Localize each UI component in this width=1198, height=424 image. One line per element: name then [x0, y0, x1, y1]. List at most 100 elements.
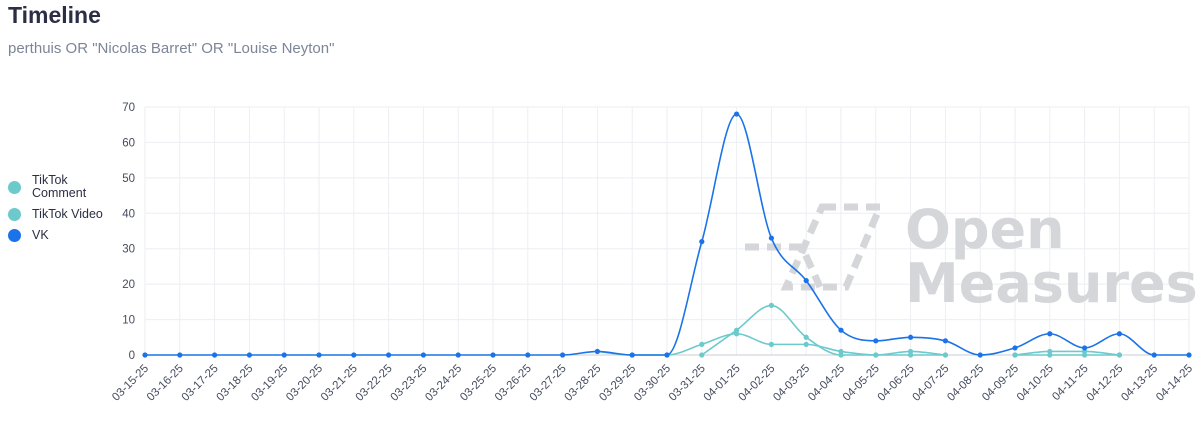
data-point-tiktok-comment[interactable] [699, 341, 705, 347]
data-point-vk[interactable] [1082, 345, 1088, 351]
legend-item-vk[interactable]: VK [8, 229, 120, 242]
data-point-tiktok-video[interactable] [1082, 352, 1088, 358]
x-tick-label: 04-03-25 [771, 363, 812, 404]
data-point-vk[interactable] [734, 111, 740, 117]
x-tick-label: 04-02-25 [736, 363, 777, 404]
y-tick-label: 0 [129, 350, 135, 362]
x-tick-label: 04-06-25 [876, 363, 917, 404]
data-point-tiktok-video[interactable] [873, 352, 879, 358]
x-tick-label: 04-14-25 [1154, 363, 1195, 404]
x-tick-label: 03-18-25 [214, 363, 255, 404]
x-tick-label: 03-20-25 [284, 363, 325, 404]
data-point-vk[interactable] [420, 352, 426, 358]
x-tick-label: 03-19-25 [249, 363, 290, 404]
data-point-vk[interactable] [942, 338, 949, 344]
legend-label: TikTok Video [32, 207, 103, 221]
legend-dot-icon [8, 180, 21, 194]
y-tick-label: 10 [122, 315, 135, 327]
data-point-vk[interactable] [490, 352, 496, 358]
x-tick-label: 03-15-25 [110, 363, 151, 404]
data-point-tiktok-video[interactable] [768, 302, 775, 308]
legend-dot-icon [8, 229, 21, 242]
x-tick-label: 04-05-25 [841, 363, 882, 404]
data-point-vk[interactable] [594, 348, 601, 355]
x-tick-label: 03-31-25 [667, 363, 708, 404]
data-point-vk[interactable] [1151, 352, 1157, 358]
x-tick-label: 03-30-25 [632, 363, 673, 404]
x-tick-label: 03-24-25 [423, 363, 464, 404]
data-point-vk[interactable] [455, 352, 461, 358]
y-tick-label: 60 [122, 137, 135, 149]
x-tick-label: 03-22-25 [354, 363, 395, 404]
series-vk [142, 111, 1192, 358]
x-tick-label: 03-25-25 [458, 363, 499, 404]
x-tick-label: 04-09-25 [980, 363, 1021, 404]
x-tick-label: 03-29-25 [597, 363, 638, 404]
data-point-vk[interactable] [177, 352, 183, 358]
y-axis: 0 10 20 30 40 50 60 70 [122, 102, 135, 362]
data-point-vk[interactable] [768, 235, 775, 241]
watermark-line-2: Measures [905, 252, 1198, 315]
x-tick-label: 03-27-25 [528, 363, 569, 404]
data-point-vk[interactable] [629, 352, 635, 358]
data-point-tiktok-video[interactable] [908, 352, 914, 358]
data-point-vk[interactable] [560, 352, 566, 358]
legend-label: TikTok Comment [32, 173, 87, 200]
x-tick-label: 04-01-25 [702, 363, 743, 404]
data-point-tiktok-video[interactable] [838, 352, 844, 358]
data-point-tiktok-video[interactable] [1047, 352, 1053, 358]
data-point-tiktok-comment[interactable] [803, 341, 809, 347]
data-point-vk[interactable] [803, 278, 809, 284]
data-point-vk[interactable] [281, 352, 287, 358]
data-point-vk[interactable] [1012, 345, 1018, 351]
data-point-tiktok-video[interactable] [1012, 352, 1018, 358]
x-tick-label: 03-28-25 [562, 363, 603, 404]
data-point-vk[interactable] [246, 352, 252, 358]
series-tiktok-video [699, 302, 1122, 358]
legend-item-tiktok-comment[interactable]: TikTok Comment [8, 174, 120, 200]
x-tick-label: 04-11-25 [1050, 363, 1090, 403]
legend-item-tiktok-video[interactable]: TikTok Video [8, 208, 120, 221]
data-point-vk[interactable] [142, 352, 148, 358]
gridlines [144, 106, 1190, 356]
data-point-vk[interactable] [664, 352, 670, 358]
data-point-vk[interactable] [977, 352, 983, 358]
data-point-vk[interactable] [873, 338, 879, 344]
data-point-vk[interactable] [838, 327, 844, 333]
data-point-vk[interactable] [1047, 331, 1053, 337]
x-axis: 03-15-2503-16-2503-17-2503-18-2503-19-25… [110, 363, 1195, 404]
data-point-tiktok-video[interactable] [699, 352, 705, 358]
data-point-tiktok-video[interactable] [1116, 352, 1122, 358]
series-lines [142, 111, 1192, 358]
data-point-vk[interactable] [316, 352, 322, 358]
legend: TikTok Comment TikTok Video VK [8, 174, 120, 250]
data-point-vk[interactable] [386, 352, 392, 358]
series-line-vk [145, 113, 1189, 356]
x-tick-label: 04-04-25 [806, 363, 847, 404]
data-point-vk[interactable] [1186, 352, 1192, 358]
x-tick-label: 04-12-25 [1084, 363, 1125, 404]
x-tick-label: 03-21-25 [319, 363, 360, 404]
data-point-tiktok-video[interactable] [803, 334, 809, 340]
legend-label: VK [32, 228, 49, 242]
series-line-tiktok-comment [1014, 350, 1120, 356]
x-tick-label: 03-17-25 [180, 363, 221, 404]
x-tick-label: 03-26-25 [493, 363, 534, 404]
data-point-vk[interactable] [908, 334, 914, 340]
series-line-tiktok-video [701, 304, 946, 356]
open-measures-logo-icon [745, 203, 886, 291]
data-point-vk[interactable] [699, 239, 705, 245]
x-tick-label: 04-10-25 [1015, 363, 1056, 404]
data-point-tiktok-video[interactable] [734, 327, 740, 333]
data-point-tiktok-comment[interactable] [768, 341, 775, 347]
data-point-vk[interactable] [1116, 331, 1122, 337]
data-point-vk[interactable] [212, 352, 218, 358]
data-point-vk[interactable] [525, 352, 531, 358]
data-point-tiktok-video[interactable] [942, 352, 949, 358]
watermark-line-1: Open [905, 198, 1065, 261]
y-tick-label: 20 [122, 279, 135, 291]
data-point-vk[interactable] [351, 352, 357, 358]
open-measures-watermark: Open Measures [745, 198, 1198, 315]
x-tick-label: 04-08-25 [945, 363, 986, 404]
